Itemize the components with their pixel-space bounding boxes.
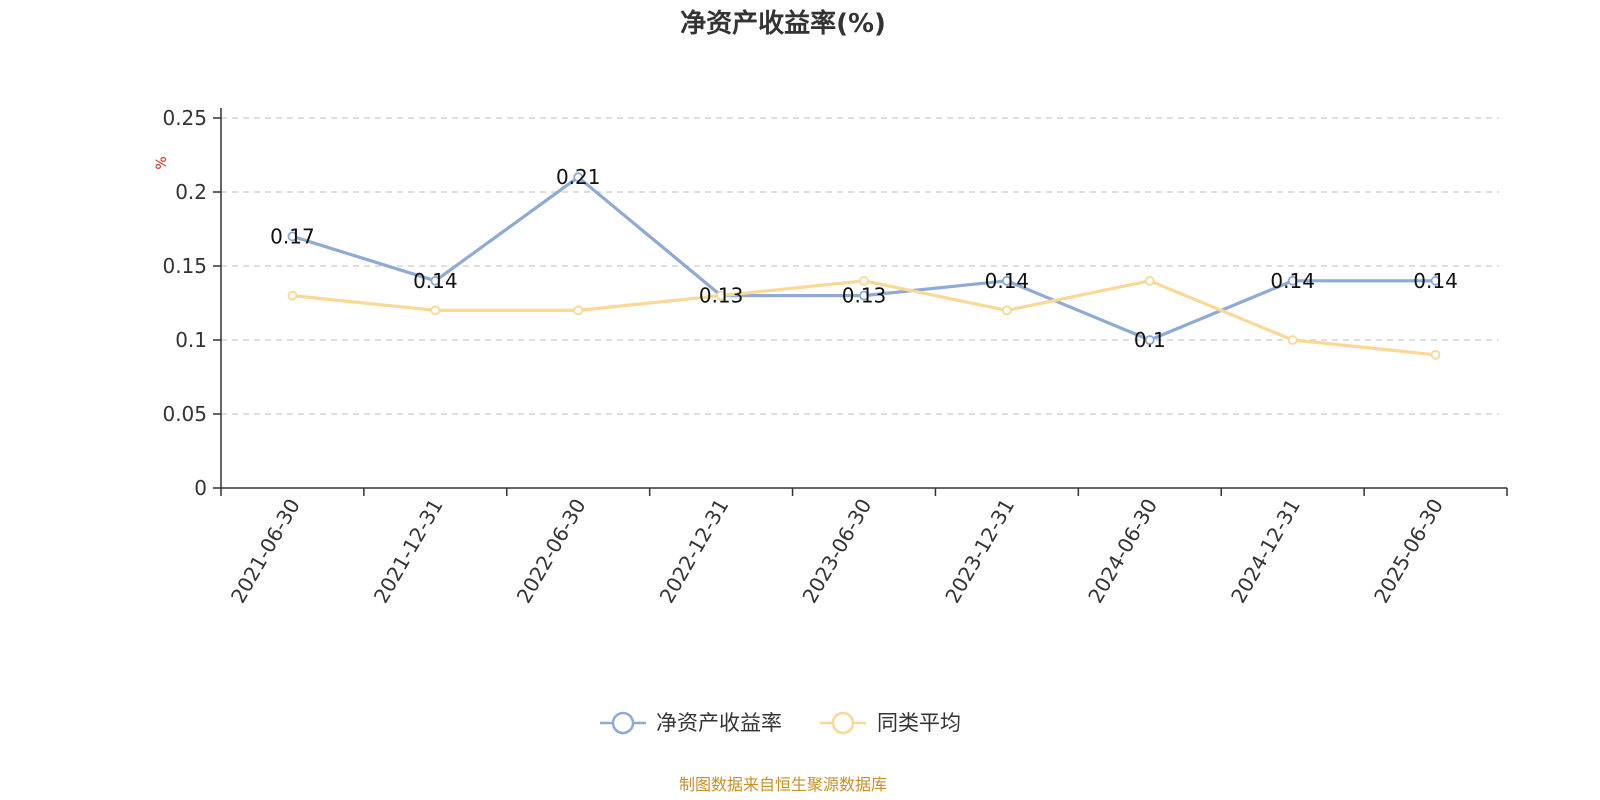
data-point (1287, 335, 1298, 345)
data-point (859, 275, 869, 286)
y-axis-unit-label: % (154, 156, 170, 169)
data-label: 0.14 (1413, 269, 1458, 293)
data-point (573, 172, 584, 183)
data-label: 0.13 (842, 284, 887, 308)
grid-lines (221, 117, 1499, 415)
data-point (287, 231, 298, 242)
x-tick-label: 2022-06-30 (512, 495, 591, 608)
data-label: 0.1 (1134, 328, 1166, 352)
data-label: 0.13 (699, 284, 744, 308)
data-point (573, 305, 584, 316)
data-point (1144, 275, 1155, 286)
data-point (1144, 335, 1155, 345)
data-point (430, 275, 441, 286)
legend-item: 净资产收益率 (600, 711, 782, 735)
legend-item: 同类平均 (820, 711, 961, 735)
series-line (290, 175, 1438, 342)
y-tick-label: 0.25 (162, 106, 207, 130)
data-label: 0.14 (985, 269, 1030, 293)
y-tick-label: 0 (194, 476, 207, 500)
data-label: 0.17 (270, 224, 315, 248)
x-tick-label: 2021-12-31 (369, 495, 448, 608)
y-tick-label: 0.1 (175, 328, 207, 352)
data-labels: 0.17 0.14 0.21 0.13 0.13 0.14 0.1 0.14 0.14 (270, 165, 1458, 352)
legend-label: 净资产收益率 (656, 711, 782, 735)
axes (220, 108, 1508, 496)
data-point (1287, 275, 1298, 286)
series-2 (287, 275, 1441, 360)
x-tick-label: 2024-12-31 (1226, 495, 1305, 608)
data-point (859, 290, 869, 301)
legend-marker (611, 711, 635, 735)
data-point (1430, 275, 1441, 286)
chart-title: 净资产收益率(%) (680, 8, 886, 39)
x-tick-label: 2023-06-30 (797, 495, 876, 608)
series-1 (287, 172, 1441, 345)
legend-label: 同类平均 (877, 711, 961, 735)
x-axis-ticks: 2021-06-30 2021-12-31 2022-06-30 2022-12-31… (226, 495, 1448, 608)
legend: 净资产收益率 同类平均 (600, 711, 961, 735)
y-tick-label: 0.2 (175, 180, 207, 204)
x-tick-label: 2021-06-30 (226, 495, 305, 608)
x-tick-label: 2024-06-30 (1083, 495, 1162, 608)
data-label: 0.14 (1270, 269, 1315, 293)
data-label: 0.14 (413, 269, 458, 293)
data-point (716, 290, 727, 301)
x-tick-label: 2023-12-31 (940, 495, 1019, 608)
y-axis-ticks: 0 0.05 0.1 0.15 0.2 0.25 (162, 106, 221, 500)
data-label: 0.21 (556, 165, 601, 189)
legend-marker (831, 711, 855, 735)
data-point (1001, 305, 1012, 316)
x-tick-label: 2025-06-30 (1369, 495, 1448, 608)
data-point (1001, 275, 1012, 286)
series-layer (287, 172, 1441, 360)
y-tick-label: 0.05 (162, 402, 207, 426)
data-point (287, 290, 298, 301)
data-point (430, 305, 441, 316)
source-note: 制图数据来自恒生聚源数据库 (679, 775, 887, 794)
x-tick-label: 2022-12-31 (655, 495, 734, 608)
y-tick-label: 0.15 (162, 254, 207, 278)
data-point (1430, 349, 1441, 360)
